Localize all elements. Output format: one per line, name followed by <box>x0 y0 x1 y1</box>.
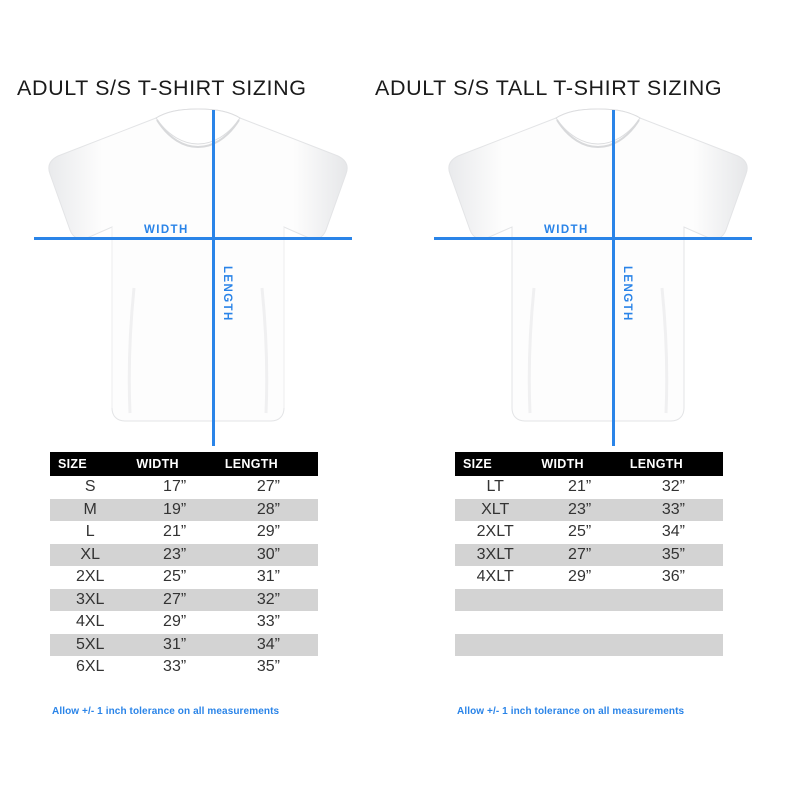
cell-length <box>623 656 723 679</box>
table-row: 4XLT 29” 36” <box>455 566 723 589</box>
size-table-tall: SIZE WIDTH LENGTH LT 21” 32” XLT 23” 33”… <box>455 452 723 679</box>
cell-size: 6XL <box>50 656 131 679</box>
col-header-size: SIZE <box>455 452 536 476</box>
cell-width: 31” <box>130 633 219 656</box>
col-header-size: SIZE <box>50 452 131 476</box>
cell-width <box>535 633 624 656</box>
tshirt-graphic <box>48 108 348 422</box>
cell-size: 3XLT <box>455 543 536 566</box>
cell-length: 28” <box>218 498 318 521</box>
table-row: LT 21” 32” <box>455 476 723 499</box>
cell-length <box>623 633 723 656</box>
width-label: WIDTH <box>544 224 589 236</box>
cell-length: 34” <box>218 633 318 656</box>
table-row: 3XLT 27” 35” <box>455 543 723 566</box>
cell-width: 17” <box>130 476 219 499</box>
cell-length: 34” <box>623 521 723 544</box>
cell-size <box>455 611 536 634</box>
table-header-row: SIZE WIDTH LENGTH <box>50 452 318 476</box>
tshirt-illustration-tall: WIDTH LENGTH <box>434 108 758 448</box>
table-row: 2XLT 25” 34” <box>455 521 723 544</box>
cell-width: 25” <box>535 521 624 544</box>
cell-width: 29” <box>535 566 624 589</box>
length-label: LENGTH <box>621 266 633 322</box>
cell-width: 27” <box>535 543 624 566</box>
length-measure-line <box>212 110 215 446</box>
cell-length: 31” <box>218 566 318 589</box>
cell-size <box>455 656 536 679</box>
cell-length: 32” <box>218 588 318 611</box>
table-row: 5XL 31” 34” <box>50 633 318 656</box>
cell-size: S <box>50 476 131 499</box>
cell-width: 27” <box>130 588 219 611</box>
table-row: S 17” 27” <box>50 476 318 499</box>
cell-length <box>623 588 723 611</box>
table-row-empty <box>455 633 723 656</box>
cell-width: 25” <box>130 566 219 589</box>
cell-length: 27” <box>218 476 318 499</box>
width-label: WIDTH <box>144 224 189 236</box>
cell-size: XLT <box>455 498 536 521</box>
cell-width <box>535 588 624 611</box>
panel-title-tall: ADULT S/S TALL T-SHIRT SIZING <box>375 76 723 100</box>
cell-width: 29” <box>130 611 219 634</box>
table-row: M 19” 28” <box>50 498 318 521</box>
table-row: XL 23” 30” <box>50 543 318 566</box>
cell-size: 4XLT <box>455 566 536 589</box>
cell-width: 23” <box>130 543 219 566</box>
table-row-empty <box>455 656 723 679</box>
cell-width: 21” <box>535 476 624 499</box>
table-row: 4XL 29” 33” <box>50 611 318 634</box>
cell-length: 35” <box>218 656 318 679</box>
table-row: L 21” 29” <box>50 521 318 544</box>
tolerance-note-tall: Allow +/- 1 inch tolerance on all measur… <box>457 706 685 717</box>
width-measure-line <box>34 237 352 240</box>
cell-size: M <box>50 498 131 521</box>
cell-length: 36” <box>623 566 723 589</box>
cell-size: 2XLT <box>455 521 536 544</box>
cell-width: 19” <box>130 498 219 521</box>
table-row: 3XL 27” 32” <box>50 588 318 611</box>
cell-size: 3XL <box>50 588 131 611</box>
table-row: 6XL 33” 35” <box>50 656 318 679</box>
cell-length <box>623 611 723 634</box>
table-row-empty <box>455 588 723 611</box>
cell-size: XL <box>50 543 131 566</box>
table-row: XLT 23” 33” <box>455 498 723 521</box>
cell-width <box>535 656 624 679</box>
tolerance-note-standard: Allow +/- 1 inch tolerance on all measur… <box>52 706 280 717</box>
col-header-width: WIDTH <box>130 452 219 476</box>
tshirt-illustration-standard: WIDTH LENGTH <box>34 108 358 448</box>
cell-size: LT <box>455 476 536 499</box>
cell-size: 2XL <box>50 566 131 589</box>
col-header-length: LENGTH <box>623 452 723 476</box>
cell-width <box>535 611 624 634</box>
cell-size: L <box>50 521 131 544</box>
col-header-length: LENGTH <box>218 452 318 476</box>
cell-size <box>455 633 536 656</box>
cell-length: 32” <box>623 476 723 499</box>
cell-size: 5XL <box>50 633 131 656</box>
col-header-width: WIDTH <box>535 452 624 476</box>
table-header-row: SIZE WIDTH LENGTH <box>455 452 723 476</box>
size-table-standard: SIZE WIDTH LENGTH S 17” 27” M 19” 28” L … <box>50 452 318 679</box>
cell-size: 4XL <box>50 611 131 634</box>
width-measure-line <box>434 237 752 240</box>
length-label: LENGTH <box>221 266 233 322</box>
cell-length: 33” <box>623 498 723 521</box>
cell-width: 33” <box>130 656 219 679</box>
table-row-empty <box>455 611 723 634</box>
cell-width: 23” <box>535 498 624 521</box>
cell-length: 33” <box>218 611 318 634</box>
cell-length: 29” <box>218 521 318 544</box>
cell-size <box>455 588 536 611</box>
length-measure-line <box>612 110 615 446</box>
panel-title-standard: ADULT S/S T-SHIRT SIZING <box>17 76 307 100</box>
tshirt-graphic <box>448 108 748 422</box>
cell-length: 35” <box>623 543 723 566</box>
cell-width: 21” <box>130 521 219 544</box>
cell-length: 30” <box>218 543 318 566</box>
table-row: 2XL 25” 31” <box>50 566 318 589</box>
